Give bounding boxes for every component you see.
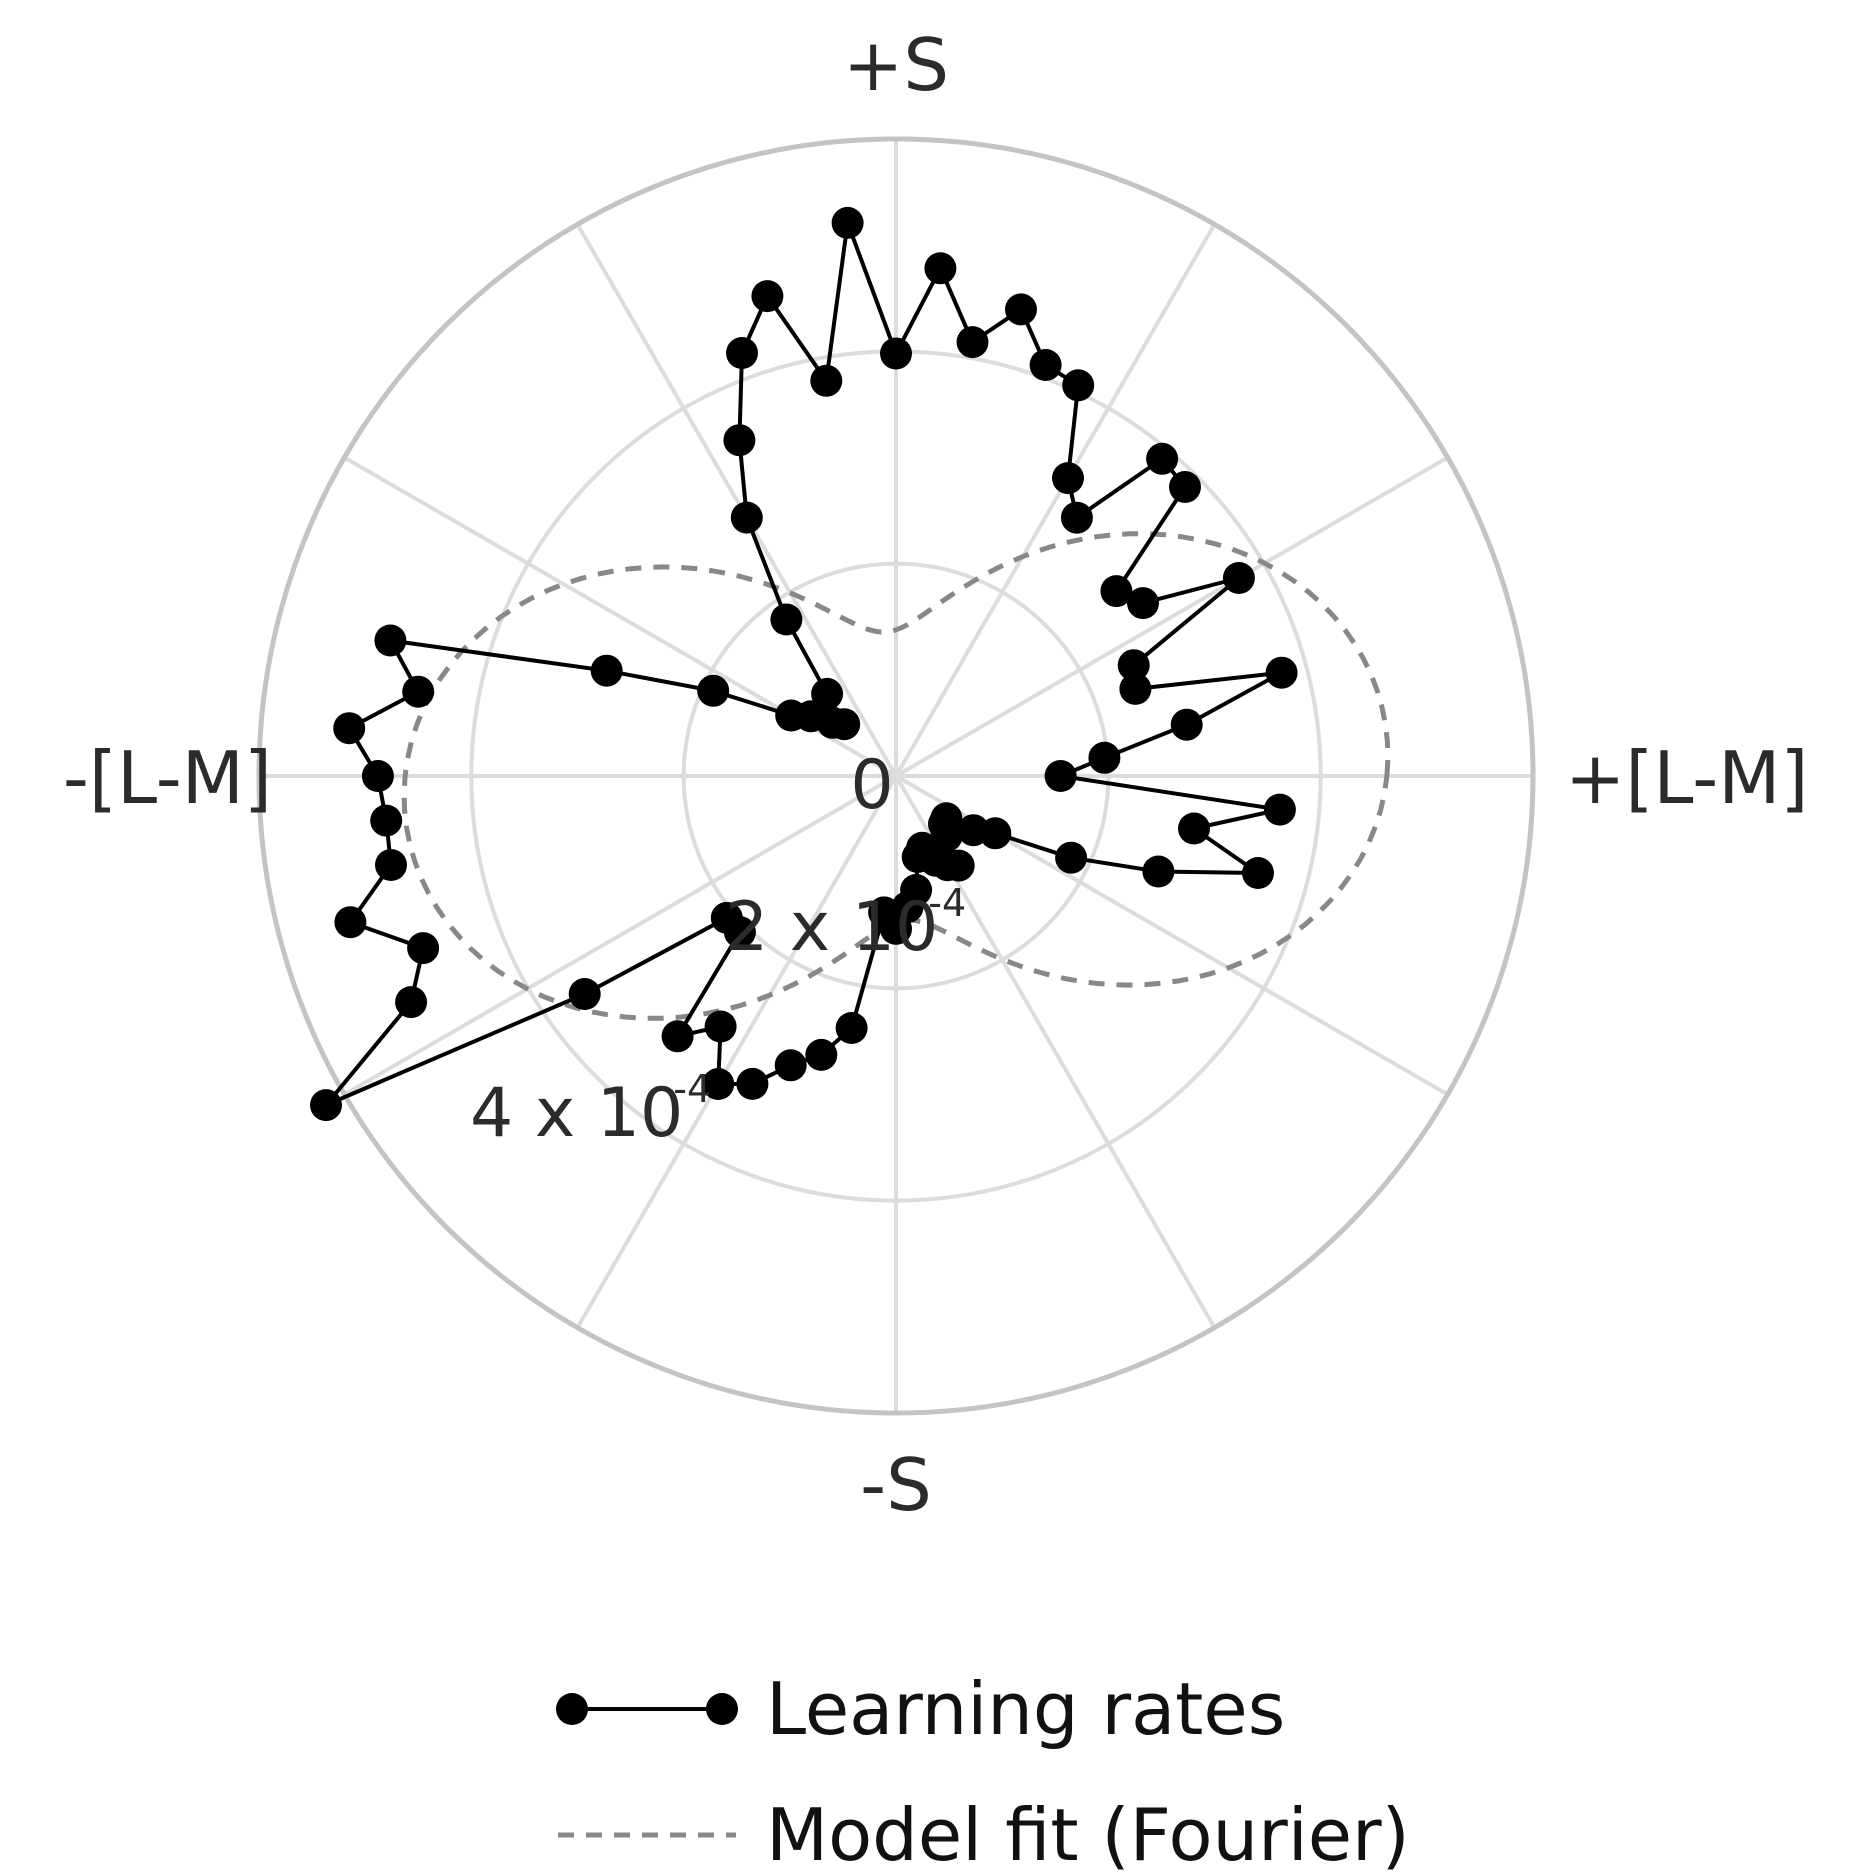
learning-rate-point [1062, 369, 1095, 402]
learning-rate-point [1242, 857, 1274, 889]
radial-tick-label-1: 2 x 10-4 [725, 881, 966, 967]
learning-rate-point [568, 978, 601, 1010]
radial-tick-label-2: 4 x 10-4 [470, 1067, 711, 1153]
learning-rates-points [310, 206, 1298, 1122]
axis-label-top: +S [843, 23, 949, 107]
angular-gridline [895, 455, 1449, 778]
learning-rate-point [1060, 501, 1093, 534]
learning-rate-point [774, 1049, 807, 1082]
learning-rate-point [395, 986, 428, 1019]
axis-label-bottom: -S [860, 1443, 932, 1527]
radial-tick-label-2-exponent: -4 [673, 1067, 711, 1111]
model-fit-curve [401, 531, 1391, 1021]
learning-rate-point [942, 849, 975, 882]
learning-rate-point [930, 802, 963, 835]
learning-rate-point [1005, 293, 1037, 326]
learning-rate-point [1055, 841, 1088, 874]
learning-rate-point [1170, 708, 1203, 741]
learning-rate-point [1146, 442, 1179, 475]
axis-label-left: -[L-M] [63, 736, 272, 820]
learning-rate-point [661, 1020, 694, 1053]
radial-tick-label-2-base: 4 x 10 [470, 1074, 683, 1153]
outer-ring [256, 136, 1536, 1416]
legend: Learning rates Model fit (Fourier) [556, 1667, 1410, 1875]
learning-rate-point [1117, 649, 1150, 682]
angular-gridline [575, 775, 898, 1329]
learning-rate-point [810, 364, 843, 397]
learning-rate-point [1119, 672, 1152, 705]
learning-rate-point [310, 1089, 342, 1122]
learning-rate-point [1142, 855, 1175, 888]
learning-rate-point [723, 916, 756, 949]
learning-rate-point [770, 603, 803, 636]
legend-learning-rates-marker-left [556, 1693, 588, 1725]
learning-rate-point [1044, 760, 1077, 792]
legend-learning-rates-label: Learning rates [766, 1667, 1285, 1751]
learning-rate-point [1169, 471, 1201, 503]
legend-learning-rates-marker-right [706, 1693, 738, 1725]
learning-rate-point [1088, 741, 1121, 774]
learning-rate-point [333, 712, 366, 745]
learning-rate-point [924, 252, 957, 285]
learning-rate-point [1265, 656, 1298, 689]
learning-rate-point [1263, 793, 1296, 826]
learning-rate-point [979, 817, 1012, 850]
learning-rate-point [702, 1068, 735, 1100]
learning-rate-point [723, 424, 756, 457]
learning-rate-point [407, 932, 440, 965]
learning-rate-point [811, 677, 844, 710]
learning-rate-point [805, 1038, 838, 1071]
learning-rate-point [751, 280, 784, 313]
learning-rate-point [590, 654, 623, 687]
learning-rate-point [730, 501, 763, 534]
radial-tick-label-1-base: 2 x 10 [725, 888, 938, 967]
radial-gridline [681, 561, 1111, 991]
learning-rate-point [1127, 587, 1159, 620]
learning-rate-point [831, 206, 864, 239]
learning-rate-point [334, 906, 367, 939]
learning-rate-point [704, 1010, 737, 1043]
learning-rate-point [375, 849, 407, 881]
learning-rate-point [775, 699, 808, 732]
axis-label-right: +[L-M] [1565, 736, 1808, 820]
learning-rate-point [1052, 462, 1084, 495]
radial-tick-label-0: 0 [850, 746, 893, 825]
angular-gridline [894, 223, 1217, 777]
learning-rate-point [697, 674, 730, 707]
learning-rate-point [370, 804, 403, 837]
learning-rate-point [726, 337, 758, 369]
learning-rate-point [1029, 349, 1062, 381]
polar-grid [256, 136, 1536, 1416]
learning-rate-point [361, 760, 394, 792]
learning-rate-point [900, 874, 933, 906]
learning-rate-point [736, 1067, 769, 1100]
learning-rate-point [1222, 562, 1255, 594]
learning-rate-point [402, 675, 435, 708]
learning-rate-point [880, 337, 912, 370]
learning-rate-point [374, 624, 407, 657]
legend-model-fit-label: Model fit (Fourier) [766, 1793, 1410, 1875]
learning-rate-point [835, 1012, 868, 1044]
radial-tick-label-1-exponent: -4 [928, 881, 966, 925]
angular-gridline [343, 774, 898, 1097]
learning-rate-point [1178, 812, 1210, 845]
angular-gridline [575, 223, 898, 777]
learning-rate-point [956, 326, 989, 359]
learning-rate-point [1100, 575, 1133, 608]
